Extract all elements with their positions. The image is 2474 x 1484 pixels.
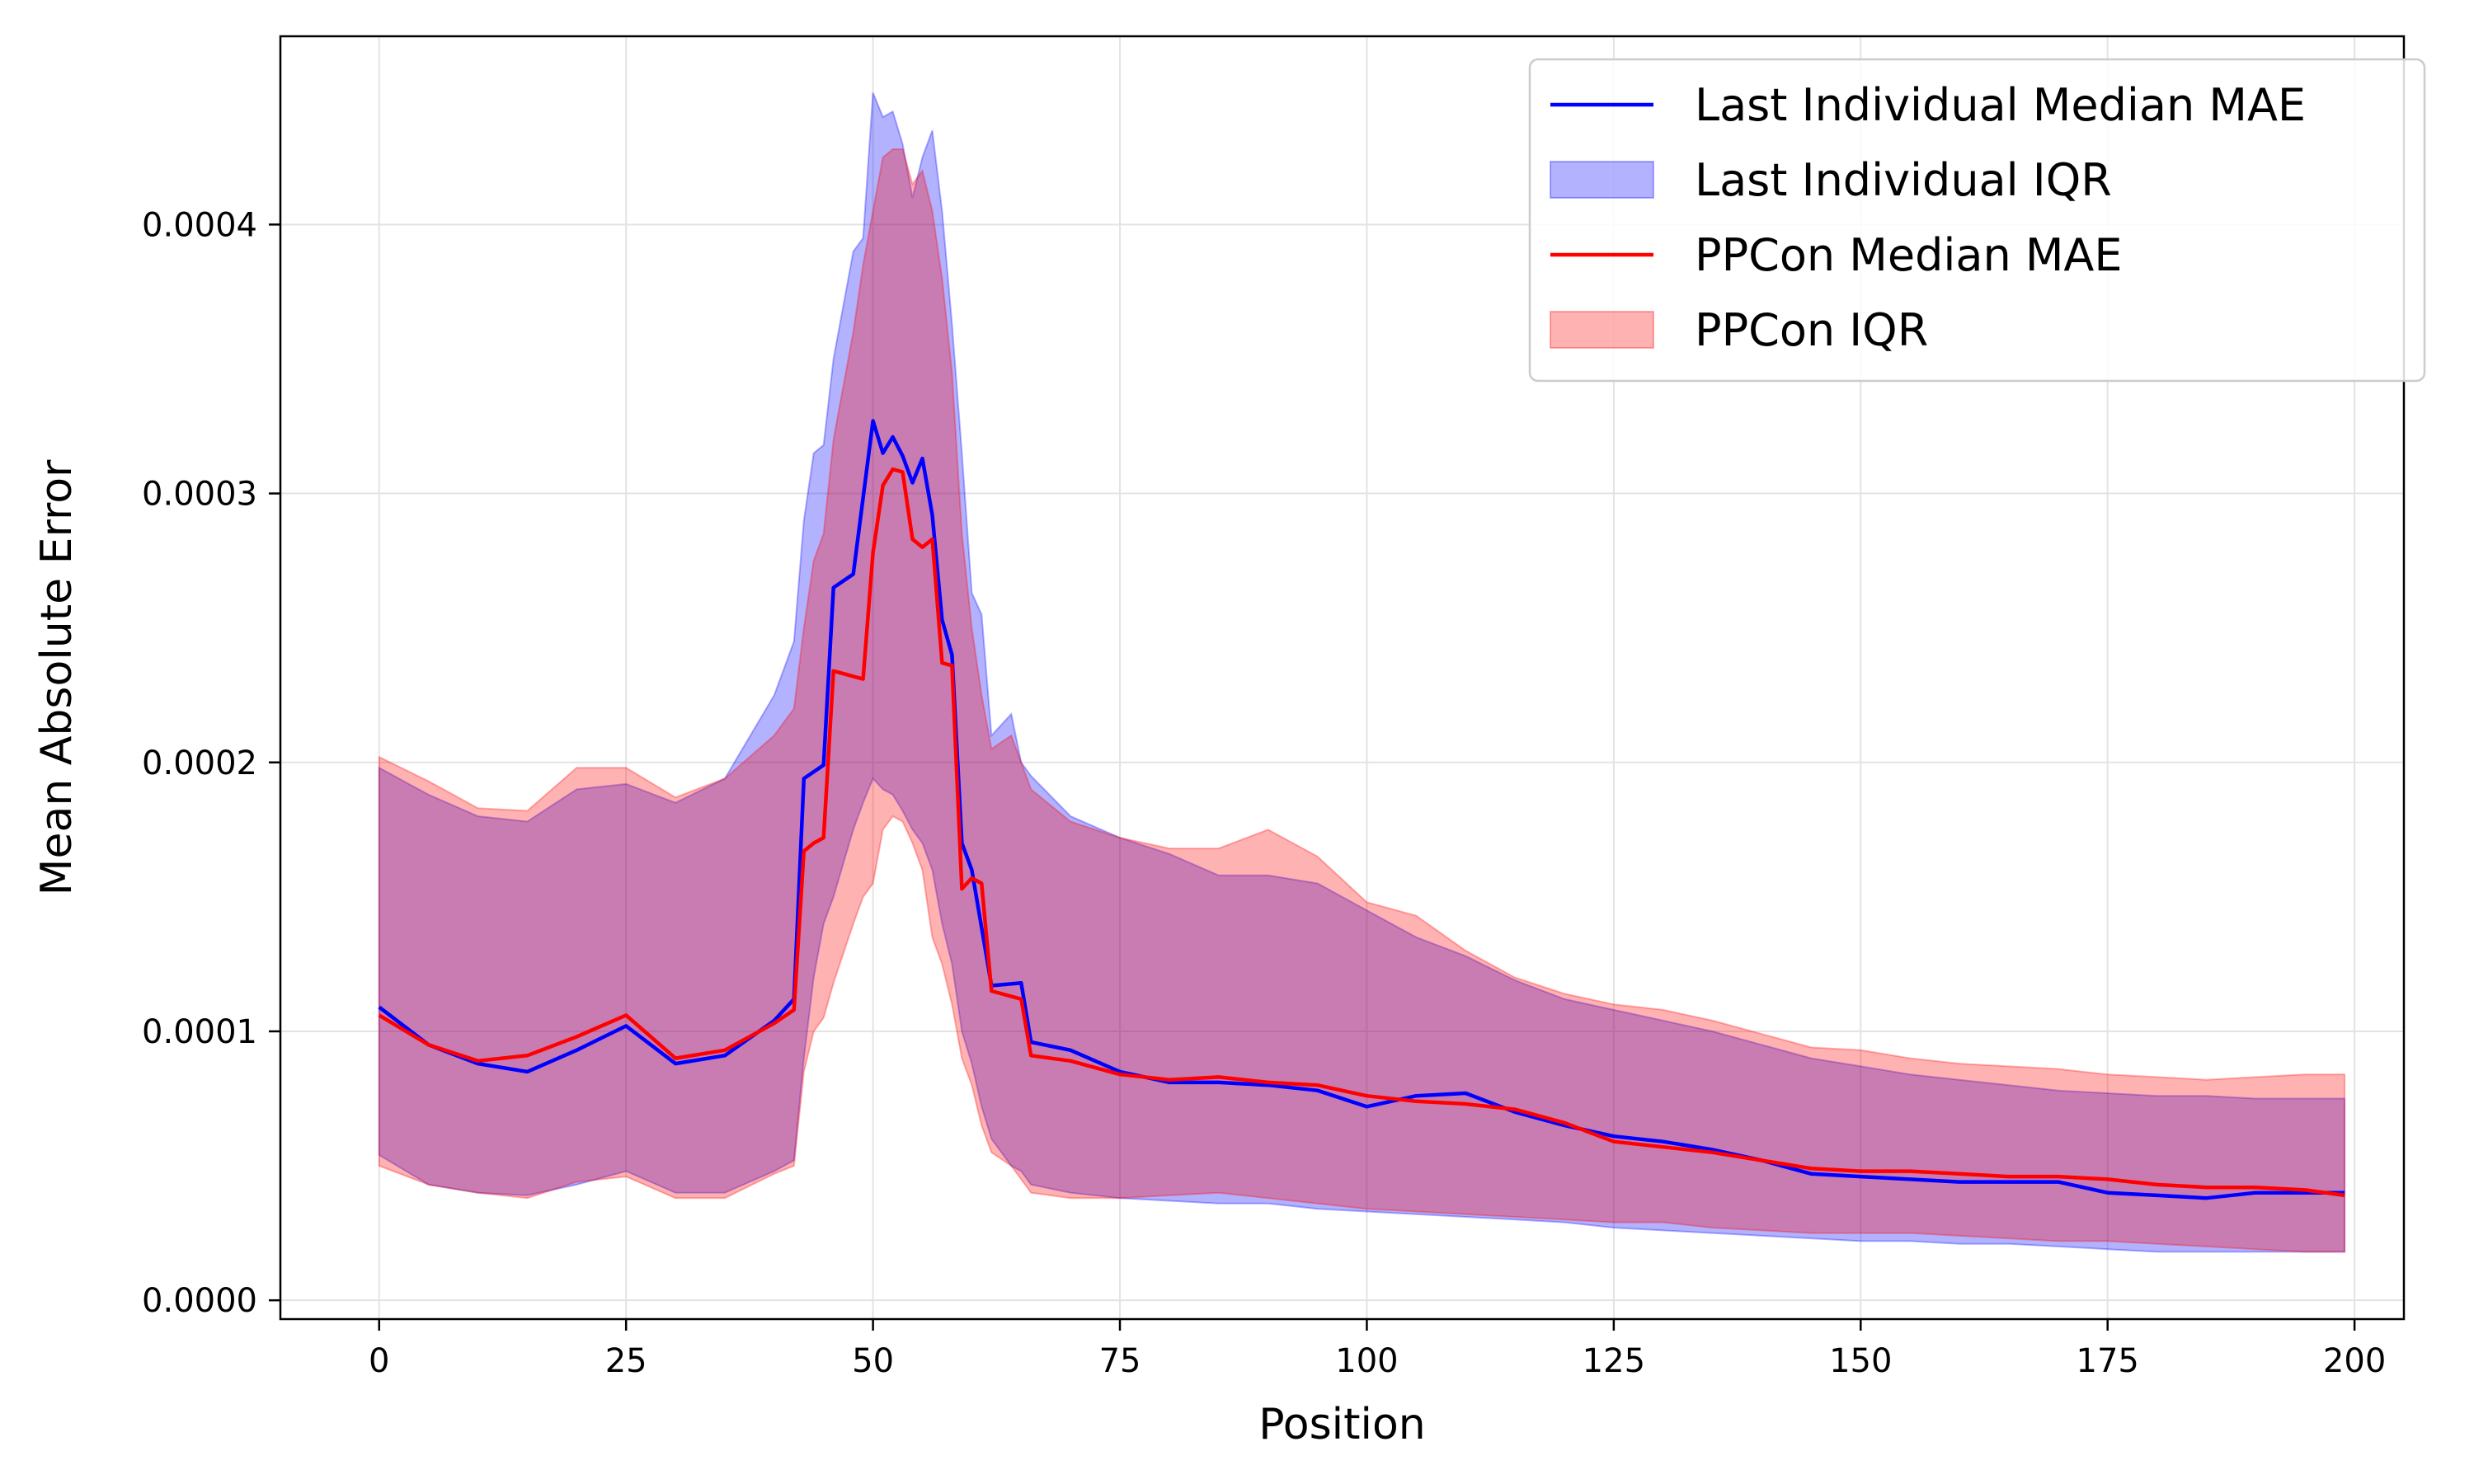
y-axis-label: Mean Absolute Error: [32, 459, 82, 895]
y-tick-label: 0.0001: [142, 1013, 257, 1051]
iqr-bands: [378, 92, 2346, 1253]
x-tick-label: 200: [2323, 1342, 2386, 1380]
median-line-ppcon-median-mae: [378, 467, 2345, 1198]
x-tick-label: 175: [2077, 1342, 2139, 1380]
median-lines: [378, 419, 2345, 1200]
legend-label: PPCon Median MAE: [1695, 229, 2122, 281]
x-tick-label: 125: [1583, 1342, 1645, 1380]
legend-label: Last Individual Median MAE: [1695, 79, 2306, 131]
x-tick-label: 25: [605, 1342, 647, 1380]
x-tick-label: 100: [1335, 1342, 1398, 1380]
iqr-band-ppcon-iqr: [378, 148, 2346, 1253]
x-tick-label: 0: [369, 1342, 389, 1380]
x-axis-label: Position: [1258, 1400, 1425, 1449]
y-tick-label: 0.0002: [142, 744, 257, 782]
y-tick-label: 0.0000: [142, 1282, 257, 1320]
plot-frame: [279, 35, 2406, 1321]
iqr-band-last-individual-iqr: [378, 92, 2346, 1253]
axis-ticks: 0 25 50 75 100 125 150 175 200 0.0000 0.0001 0.0002…: [142, 206, 2386, 1380]
legend-box: [1528, 58, 2426, 383]
y-tick-label: 0.0004: [142, 206, 257, 244]
legend: Last Individual Median MAE Last Individua…: [1528, 58, 2426, 383]
x-tick-label: 150: [1829, 1342, 1892, 1380]
legend-band-swatch: [1550, 161, 1654, 199]
x-tick-label: 50: [852, 1342, 894, 1380]
x-tick-label: 75: [1099, 1342, 1141, 1380]
legend-label: PPCon IQR: [1695, 304, 1928, 356]
legend-label: Last Individual IQR: [1695, 154, 2112, 206]
y-tick-label: 0.0003: [142, 476, 257, 514]
legend-band-swatch: [1550, 311, 1654, 349]
